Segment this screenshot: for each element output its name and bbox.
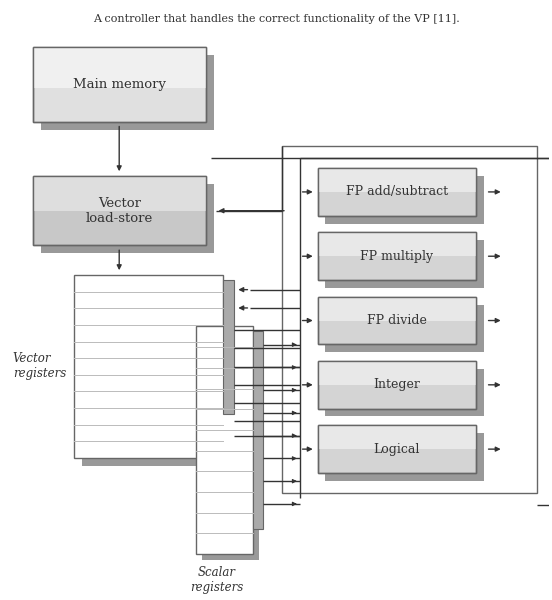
Bar (317, 425, 476, 449)
Bar (74, 275, 222, 458)
Bar (40, 184, 214, 253)
Bar (82, 283, 231, 466)
Bar (326, 433, 484, 481)
Bar (196, 326, 253, 554)
Text: FP add/subtract: FP add/subtract (346, 185, 448, 199)
Bar (33, 176, 206, 211)
Bar (33, 176, 206, 245)
Bar (33, 47, 206, 122)
Bar (317, 297, 476, 344)
Bar (317, 297, 476, 344)
Text: Main memory: Main memory (73, 78, 166, 91)
Bar (326, 176, 484, 224)
Bar (33, 176, 206, 245)
Bar (253, 331, 263, 529)
Bar (317, 232, 476, 280)
Bar (317, 168, 476, 192)
Bar (326, 305, 484, 352)
Text: Integer: Integer (373, 379, 420, 391)
Bar (317, 232, 476, 280)
Bar (317, 232, 476, 256)
Text: FP multiply: FP multiply (360, 250, 433, 263)
Bar (40, 55, 214, 130)
Bar (317, 361, 476, 409)
Bar (202, 332, 259, 560)
Text: A controller that handles the correct functionality of the VP [11].: A controller that handles the correct fu… (93, 14, 459, 24)
Bar (317, 168, 476, 215)
Bar (317, 168, 476, 215)
Bar (317, 361, 476, 409)
Bar (33, 47, 206, 122)
Bar (317, 297, 476, 320)
Bar (317, 361, 476, 385)
Bar (326, 241, 484, 288)
Text: FP divide: FP divide (367, 314, 427, 327)
Bar (326, 369, 484, 416)
Text: Vector
load-store: Vector load-store (86, 197, 153, 225)
Bar (222, 280, 235, 413)
Bar (317, 425, 476, 473)
Bar (282, 146, 537, 493)
Text: Scalar
registers: Scalar registers (190, 566, 243, 594)
Bar (317, 425, 476, 473)
Text: Vector
registers: Vector registers (13, 352, 66, 380)
Text: Logical: Logical (374, 443, 420, 455)
Bar (33, 47, 206, 88)
